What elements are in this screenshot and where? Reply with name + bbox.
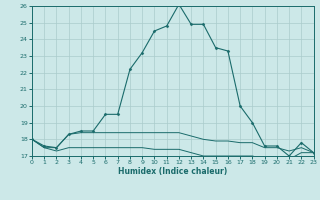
X-axis label: Humidex (Indice chaleur): Humidex (Indice chaleur) bbox=[118, 167, 228, 176]
